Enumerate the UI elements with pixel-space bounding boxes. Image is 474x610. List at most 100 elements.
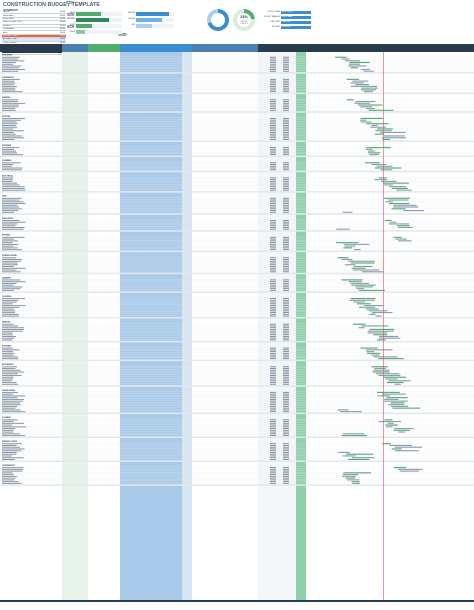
subtotal-row — [0, 436, 474, 439]
bar-fill — [136, 11, 170, 16]
row-date — [283, 332, 289, 334]
row-date — [283, 371, 289, 373]
row-text — [2, 150, 16, 152]
row-date — [270, 402, 276, 404]
gantt-bar — [392, 407, 421, 409]
row-text — [2, 167, 23, 169]
gantt-bar — [383, 135, 405, 137]
gantt-bar — [347, 260, 375, 262]
row-date — [283, 351, 289, 353]
row-date — [283, 356, 289, 358]
row-text — [2, 154, 24, 156]
row-date — [270, 459, 276, 460]
row-text — [2, 109, 16, 111]
row-date — [270, 154, 276, 156]
category-label: CLEANUP — [2, 416, 11, 419]
row-date — [270, 404, 276, 406]
gantt-bar — [365, 108, 375, 110]
row-text — [2, 405, 18, 407]
row-date — [270, 130, 276, 132]
row-text — [2, 242, 13, 244]
row-date — [283, 128, 289, 130]
row-text — [2, 475, 18, 477]
row-date — [283, 247, 289, 249]
row-text — [2, 225, 16, 227]
row-date — [283, 225, 289, 227]
row-date — [283, 125, 289, 126]
row-text — [2, 375, 22, 377]
row-date — [283, 308, 289, 310]
gantt-bar — [350, 298, 376, 300]
gantt-bar — [385, 424, 398, 426]
donut-percent: 23% — [240, 15, 248, 19]
column-header — [62, 44, 88, 52]
row-date — [283, 56, 289, 58]
gantt-bar — [382, 443, 392, 445]
subtotal-row — [0, 213, 474, 215]
bar-label: DIFF — [131, 25, 135, 27]
row-date — [270, 262, 276, 264]
row-text — [2, 373, 18, 375]
row-date — [270, 58, 276, 60]
subtotal-row — [0, 155, 474, 158]
gantt-bar — [368, 109, 394, 111]
gantt-bar — [383, 376, 407, 378]
row-text — [2, 208, 23, 210]
row-date — [270, 330, 276, 332]
row-date — [283, 203, 289, 204]
category-label: SITE WORK — [2, 55, 13, 57]
gantt-bar — [371, 124, 378, 126]
row-text — [2, 63, 14, 65]
gantt-bar — [360, 119, 367, 121]
row-date — [270, 407, 276, 409]
row-text — [2, 245, 14, 247]
gantt-bar — [360, 347, 378, 349]
row-date — [283, 337, 289, 339]
gantt-bar — [395, 238, 407, 240]
row-text — [2, 180, 13, 182]
row-date — [270, 475, 276, 477]
row-date — [283, 269, 289, 271]
row-date — [270, 70, 276, 72]
row-date — [270, 303, 276, 305]
row-text — [2, 303, 13, 305]
row-date — [270, 284, 276, 286]
gantt-bar — [378, 335, 399, 337]
bar-fill — [76, 17, 110, 22]
gantt-bar — [350, 67, 358, 69]
row-date — [283, 169, 289, 171]
category-label: INSULATION — [2, 217, 14, 220]
row-text — [2, 313, 19, 315]
bar-track — [136, 17, 174, 22]
gantt-bar — [343, 243, 370, 245]
row-date — [270, 67, 276, 69]
complete-donut: 23% PERCENT COMPLETE — [233, 9, 255, 31]
row-date — [270, 376, 276, 378]
gantt-bar — [396, 189, 412, 191]
row-date — [270, 225, 276, 227]
row-date — [270, 249, 276, 251]
gantt-bar — [377, 395, 390, 397]
row-date — [270, 281, 276, 283]
row-date — [283, 262, 289, 264]
row-text — [2, 467, 24, 469]
row-date — [283, 279, 289, 281]
row-text — [2, 186, 25, 188]
row-date — [270, 472, 276, 474]
row-text — [2, 139, 15, 140]
row-text — [2, 356, 18, 358]
subtotal-row — [0, 316, 474, 319]
row-date — [283, 407, 289, 409]
row-text — [2, 334, 13, 336]
row-date — [270, 308, 276, 310]
row-date — [270, 391, 276, 393]
row-text — [2, 422, 25, 424]
subtotal-row — [0, 460, 474, 462]
category-label: FRAMING — [2, 96, 11, 99]
row-text — [2, 267, 26, 269]
row-date — [270, 482, 276, 484]
row-date — [270, 347, 276, 349]
page-title: CONSTRUCTION BUDGET TEMPLATE — [3, 2, 100, 8]
gantt-bar — [356, 288, 365, 290]
row-date — [283, 259, 289, 260]
